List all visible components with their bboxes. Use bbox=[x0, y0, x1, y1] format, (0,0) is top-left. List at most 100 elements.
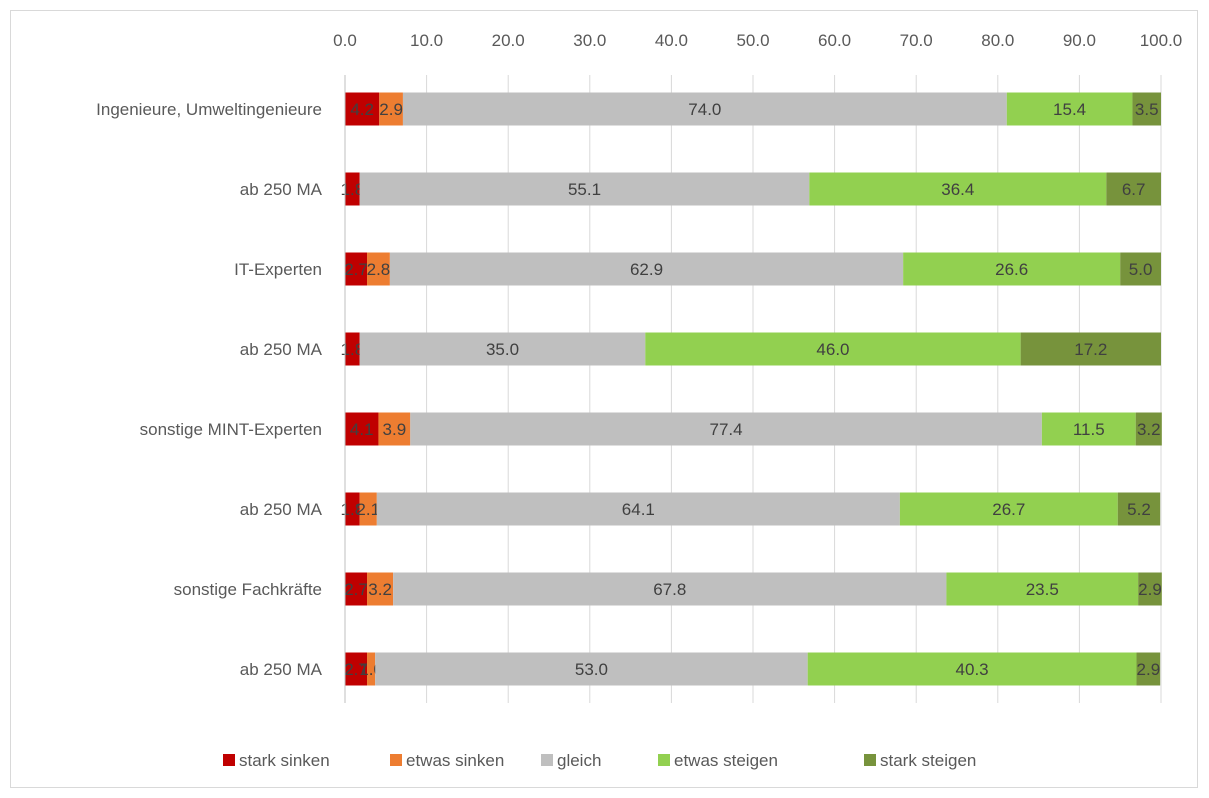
bar-segment bbox=[359, 172, 810, 206]
category-label: ab 250 MA bbox=[240, 660, 323, 679]
bar-segment bbox=[345, 572, 368, 606]
data-label: 3.2 bbox=[1137, 420, 1161, 439]
bar-segment bbox=[389, 252, 904, 286]
data-label: 64.1 bbox=[622, 500, 655, 519]
data-label: 74.0 bbox=[688, 100, 721, 119]
x-tick-label: 60.0 bbox=[818, 31, 851, 50]
x-tick-label: 70.0 bbox=[900, 31, 933, 50]
bar-segment bbox=[1136, 652, 1161, 686]
data-label: 3.9 bbox=[383, 420, 407, 439]
legend-label: stark sinken bbox=[239, 751, 330, 770]
data-label: 2.9 bbox=[379, 100, 403, 119]
bar-segment bbox=[345, 332, 360, 366]
data-label: 17.2 bbox=[1074, 340, 1107, 359]
bar-segment bbox=[1132, 92, 1161, 126]
data-label: 2.9 bbox=[1138, 580, 1162, 599]
legend-label: etwas sinken bbox=[406, 751, 504, 770]
legend-label: stark steigen bbox=[880, 751, 976, 770]
x-tick-label: 100.0 bbox=[1140, 31, 1183, 50]
bar-segment bbox=[1120, 252, 1161, 286]
legend-swatch bbox=[541, 754, 553, 766]
bar-segment bbox=[946, 572, 1139, 606]
data-label: 53.0 bbox=[575, 660, 608, 679]
data-label: 3.2 bbox=[368, 580, 392, 599]
bar-segment bbox=[359, 332, 646, 366]
data-label: 62.9 bbox=[630, 260, 663, 279]
x-tick-label: 90.0 bbox=[1063, 31, 1096, 50]
data-label: 1.8 bbox=[341, 180, 365, 199]
data-label: 3.5 bbox=[1135, 100, 1159, 119]
x-tick-label: 50.0 bbox=[736, 31, 769, 50]
bar-segment bbox=[393, 572, 947, 606]
data-label: 11.5 bbox=[1073, 420, 1105, 439]
x-tick-label: 80.0 bbox=[981, 31, 1014, 50]
bar-segment bbox=[375, 652, 808, 686]
data-label: 2.7 bbox=[344, 580, 368, 599]
bar-segment bbox=[367, 252, 390, 286]
data-label: 26.6 bbox=[995, 260, 1028, 279]
x-tick-label: 10.0 bbox=[410, 31, 443, 50]
bar-segment bbox=[1041, 412, 1136, 446]
bar-segment bbox=[1138, 572, 1162, 606]
bar-segment bbox=[345, 92, 380, 126]
category-label: ab 250 MA bbox=[240, 180, 323, 199]
legend-swatch bbox=[223, 754, 235, 766]
category-label: sonstige Fachkräfte bbox=[174, 580, 322, 599]
data-label: 2.1 bbox=[356, 500, 380, 519]
data-label: 4.2 bbox=[350, 100, 374, 119]
category-label: ab 250 MA bbox=[240, 500, 323, 519]
bar-segment bbox=[379, 92, 403, 126]
data-label: 2.8 bbox=[367, 260, 391, 279]
data-label: 55.1 bbox=[568, 180, 601, 199]
category-label: sonstige MINT-Experten bbox=[140, 420, 322, 439]
data-label: 1.8 bbox=[341, 500, 365, 519]
data-label: 40.3 bbox=[956, 660, 989, 679]
data-label: 36.4 bbox=[941, 180, 974, 199]
x-tick-label: 20.0 bbox=[492, 31, 525, 50]
legend-swatch bbox=[864, 754, 876, 766]
x-tick-label: 40.0 bbox=[655, 31, 688, 50]
data-label: 26.7 bbox=[992, 500, 1025, 519]
bar-segment bbox=[1117, 492, 1161, 526]
bar-segment bbox=[1020, 332, 1161, 366]
category-label: IT-Experten bbox=[234, 260, 322, 279]
data-label: 67.8 bbox=[653, 580, 686, 599]
bar-segment bbox=[1006, 92, 1133, 126]
category-label: ab 250 MA bbox=[240, 340, 323, 359]
data-label: 1.8 bbox=[341, 340, 365, 359]
bar-segment bbox=[378, 412, 411, 446]
x-tick-label: 30.0 bbox=[573, 31, 606, 50]
bar-segment bbox=[807, 652, 1137, 686]
legend-label: etwas steigen bbox=[674, 751, 778, 770]
bar-segment bbox=[1135, 412, 1162, 446]
data-label: 6.7 bbox=[1122, 180, 1146, 199]
category-label: Ingenieure, Umweltingenieure bbox=[96, 100, 322, 119]
data-label: 35.0 bbox=[486, 340, 519, 359]
data-label: 15.4 bbox=[1053, 100, 1086, 119]
bar-segment bbox=[367, 572, 394, 606]
data-label: 46.0 bbox=[816, 340, 849, 359]
data-label: 5.0 bbox=[1129, 260, 1153, 279]
bar-segment bbox=[645, 332, 1021, 366]
data-label: 2.9 bbox=[1137, 660, 1161, 679]
data-label: 77.4 bbox=[710, 420, 743, 439]
data-label: 23.5 bbox=[1026, 580, 1059, 599]
bar-segment bbox=[345, 412, 379, 446]
bar-segment bbox=[402, 92, 1007, 126]
bar-segment bbox=[376, 492, 900, 526]
legend-swatch bbox=[390, 754, 402, 766]
bar-segment bbox=[899, 492, 1118, 526]
bar-segment bbox=[359, 492, 377, 526]
bar-segment bbox=[367, 652, 376, 686]
data-label: 4.1 bbox=[350, 420, 374, 439]
legend-swatch bbox=[658, 754, 670, 766]
x-tick-label: 0.0 bbox=[333, 31, 357, 50]
data-label: 5.2 bbox=[1127, 500, 1151, 519]
bar-segment bbox=[1106, 172, 1161, 206]
bar-segment bbox=[903, 252, 1121, 286]
bar-segment bbox=[345, 172, 360, 206]
legend-label: gleich bbox=[557, 751, 601, 770]
bar-segment bbox=[809, 172, 1107, 206]
bar-segment bbox=[345, 252, 368, 286]
